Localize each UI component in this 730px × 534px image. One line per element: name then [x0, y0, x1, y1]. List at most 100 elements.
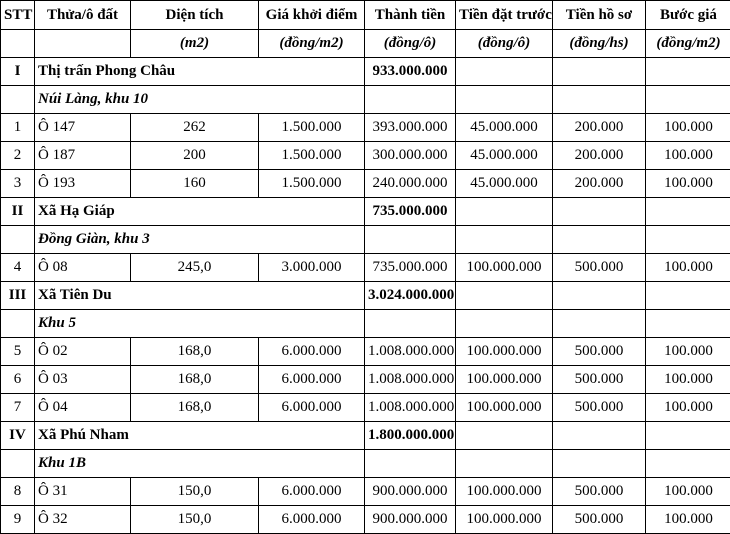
- header-cell: Giá khởi điểm: [259, 1, 365, 30]
- empty-cell: [646, 310, 730, 338]
- price-cell: 6.000.000: [259, 366, 365, 394]
- empty-cell: [646, 198, 730, 226]
- empty-cell: [456, 422, 553, 450]
- stt-cell: 9: [1, 506, 35, 534]
- fee-cell: 500.000: [553, 338, 646, 366]
- deposit-cell: 100.000.000: [456, 254, 553, 282]
- stt-cell: 7: [1, 394, 35, 422]
- group-total: 933.000.000: [365, 58, 456, 86]
- unit-cell: (đồng/m2): [646, 30, 730, 58]
- empty-cell: [646, 282, 730, 310]
- lot-cell: Ô 187: [35, 142, 131, 170]
- lot-cell: Ô 31: [35, 478, 131, 506]
- stt-cell: 6: [1, 366, 35, 394]
- empty-cell: [553, 58, 646, 86]
- empty-cell: [1, 310, 35, 338]
- step-cell: 100.000: [646, 394, 730, 422]
- amount-cell: 735.000.000: [365, 254, 456, 282]
- empty-cell: [553, 450, 646, 478]
- unit-cell: [1, 30, 35, 58]
- unit-cell: (đồng/hs): [553, 30, 646, 58]
- deposit-cell: 45.000.000: [456, 114, 553, 142]
- amount-cell: 393.000.000: [365, 114, 456, 142]
- fee-cell: 200.000: [553, 142, 646, 170]
- size-cell: 168,0: [131, 394, 259, 422]
- lot-cell: Ô 04: [35, 394, 131, 422]
- amount-cell: 900.000.000: [365, 478, 456, 506]
- lot-cell: Ô 32: [35, 506, 131, 534]
- step-cell: 100.000: [646, 478, 730, 506]
- empty-cell: [553, 310, 646, 338]
- step-cell: 100.000: [646, 506, 730, 534]
- lot-cell: Ô 193: [35, 170, 131, 198]
- empty-cell: [365, 226, 456, 254]
- header-cell: Bước giá: [646, 1, 730, 30]
- group-name: Xã Tiên Du: [35, 282, 365, 310]
- area-name: Núi Làng, khu 10: [35, 86, 365, 114]
- empty-cell: [365, 310, 456, 338]
- area-name: Khu 1B: [35, 450, 365, 478]
- step-cell: 100.000: [646, 338, 730, 366]
- stt-cell: 5: [1, 338, 35, 366]
- price-cell: 6.000.000: [259, 394, 365, 422]
- fee-cell: 500.000: [553, 254, 646, 282]
- empty-cell: [1, 450, 35, 478]
- empty-cell: [456, 310, 553, 338]
- price-cell: 1.500.000: [259, 170, 365, 198]
- fee-cell: 500.000: [553, 394, 646, 422]
- price-cell: 1.500.000: [259, 142, 365, 170]
- price-cell: 6.000.000: [259, 478, 365, 506]
- header-cell: Thành tiền: [365, 1, 456, 30]
- deposit-cell: 100.000.000: [456, 338, 553, 366]
- amount-cell: 300.000.000: [365, 142, 456, 170]
- stt-cell: 4: [1, 254, 35, 282]
- empty-cell: [553, 282, 646, 310]
- empty-cell: [456, 86, 553, 114]
- empty-cell: [456, 58, 553, 86]
- amount-cell: 900.000.000: [365, 506, 456, 534]
- group-name: Xã Hạ Giáp: [35, 198, 365, 226]
- empty-cell: [365, 86, 456, 114]
- deposit-cell: 100.000.000: [456, 366, 553, 394]
- lot-cell: Ô 147: [35, 114, 131, 142]
- lot-cell: Ô 08: [35, 254, 131, 282]
- step-cell: 100.000: [646, 142, 730, 170]
- group-name: Thị trấn Phong Châu: [35, 58, 365, 86]
- group-total: 3.024.000.000: [365, 282, 456, 310]
- empty-cell: [646, 86, 730, 114]
- empty-cell: [456, 282, 553, 310]
- empty-cell: [456, 226, 553, 254]
- units-row: (m2)(đồng/m2)(đồng/ô)(đồng/ô)(đồng/hs)(đ…: [1, 30, 730, 58]
- header-cell: Tiền hồ sơ: [553, 1, 646, 30]
- price-cell: 6.000.000: [259, 506, 365, 534]
- area-name: Đồng Giàn, khu 3: [35, 226, 365, 254]
- empty-cell: [456, 450, 553, 478]
- empty-cell: [553, 86, 646, 114]
- size-cell: 168,0: [131, 366, 259, 394]
- header-cell: STT: [1, 1, 35, 30]
- group-name: Xã Phú Nham: [35, 422, 365, 450]
- group-total: 1.800.000.000: [365, 422, 456, 450]
- fee-cell: 500.000: [553, 366, 646, 394]
- fee-cell: 200.000: [553, 114, 646, 142]
- step-cell: 100.000: [646, 114, 730, 142]
- deposit-cell: 45.000.000: [456, 142, 553, 170]
- empty-cell: [646, 58, 730, 86]
- size-cell: 200: [131, 142, 259, 170]
- group-stt: II: [1, 198, 35, 226]
- empty-cell: [646, 450, 730, 478]
- empty-cell: [365, 450, 456, 478]
- lot-cell: Ô 03: [35, 366, 131, 394]
- size-cell: 150,0: [131, 506, 259, 534]
- size-cell: 160: [131, 170, 259, 198]
